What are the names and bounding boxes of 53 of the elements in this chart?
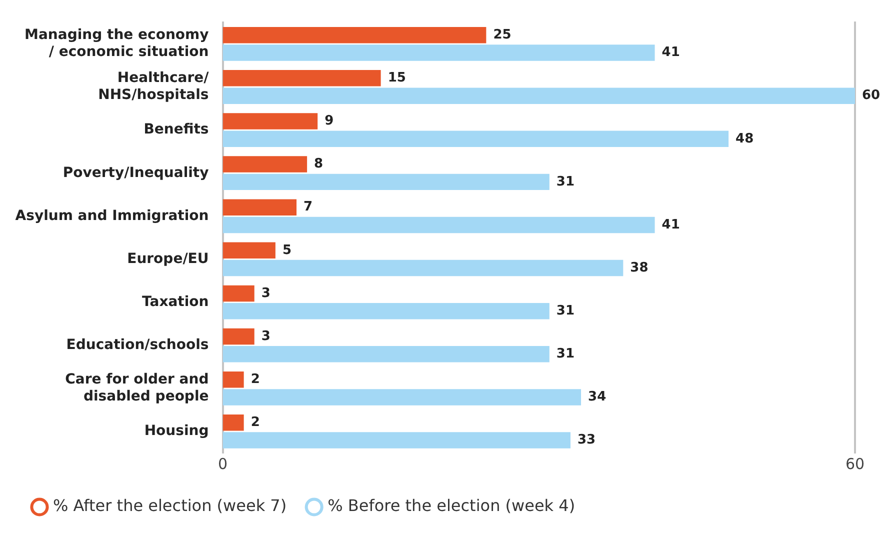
y-tick-label: Care for older and disabled people [65, 372, 209, 404]
y-tick-label: Asylum and Immigration [15, 208, 209, 224]
y-tick-label: Healthcare/ NHS/hospitals [98, 70, 210, 104]
data-label: 5 [282, 242, 292, 258]
legend-label: % Before the election (week 4) [328, 496, 576, 516]
y-tick-label: Managing the economy / economic situation [24, 27, 209, 60]
y-tick-label: Housing [144, 423, 209, 440]
y-tick-label: Taxation [142, 294, 209, 310]
bar [222, 113, 318, 130]
bar [222, 174, 550, 190]
y-tick-label: Europe/EU [127, 250, 209, 267]
data-label: 2 [250, 372, 260, 387]
data-label: 2 [250, 415, 260, 430]
bar [222, 199, 297, 216]
data-label: 15 [388, 70, 406, 86]
bar [222, 414, 244, 431]
data-label: 7 [304, 200, 313, 215]
data-label: 41 [662, 45, 680, 60]
bar [222, 371, 244, 388]
data-label: 48 [736, 131, 754, 146]
data-label: 31 [556, 174, 575, 190]
bar [222, 130, 729, 147]
bar [222, 260, 624, 276]
bar [222, 432, 570, 448]
bar [222, 328, 254, 345]
bar [222, 44, 655, 61]
data-label: 3 [261, 328, 270, 344]
bar [222, 70, 381, 86]
data-label: 9 [324, 114, 334, 129]
y-tick-label: Poverty/Inequality [62, 164, 209, 181]
x-tick-label: 0 [218, 454, 228, 473]
data-label: 33 [577, 432, 596, 448]
data-label: 41 [662, 217, 680, 232]
bar [222, 88, 855, 104]
legend-label: % After the election (week 7) [53, 496, 287, 516]
y-tick-label: Education/schools [66, 336, 209, 353]
bar [222, 216, 655, 234]
y-tick-label: Benefits [144, 122, 209, 138]
data-label: 31 [556, 303, 575, 318]
data-label: 34 [588, 390, 606, 405]
data-label: 3 [261, 286, 270, 301]
data-label: 31 [556, 346, 575, 362]
data-label: 38 [630, 260, 648, 276]
bar [222, 302, 550, 320]
data-label: 8 [314, 156, 324, 172]
data-label: 25 [493, 27, 512, 42]
bar [222, 26, 486, 44]
bar [222, 156, 308, 172]
bar [222, 389, 582, 406]
bar [222, 242, 276, 259]
bar [222, 285, 254, 302]
data-label: 60 [862, 88, 880, 104]
bar [222, 346, 550, 362]
